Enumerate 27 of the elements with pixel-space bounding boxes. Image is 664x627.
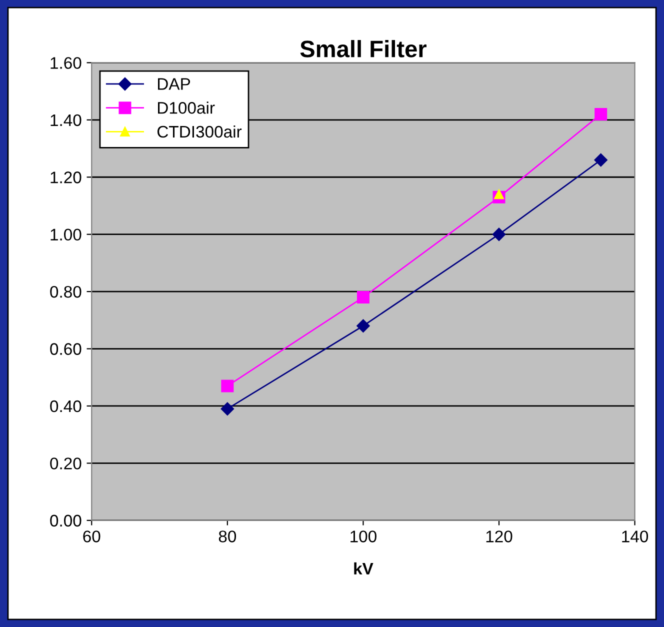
y-tick-label: 0.00 <box>50 514 82 527</box>
x-tick-label: 140 <box>622 530 648 542</box>
point <box>220 402 234 416</box>
legend-label: DAP <box>158 78 190 90</box>
point <box>494 189 504 200</box>
y-tick-label: 1.60 <box>50 57 82 69</box>
point <box>492 228 506 241</box>
chart-title: Small Filter <box>300 40 426 58</box>
x-tick-label: 120 <box>486 530 512 542</box>
legend-label: CTDI300air <box>157 125 242 138</box>
x-tick-label: 80 <box>218 530 236 542</box>
x-tick-label: 100 <box>350 530 376 542</box>
y-tick-label: 0.20 <box>50 458 82 470</box>
y-tick-label: 0.60 <box>50 343 82 355</box>
point <box>356 291 370 304</box>
y-tick-label: 1.00 <box>50 228 82 241</box>
point <box>594 108 608 120</box>
point <box>221 380 234 392</box>
x-tick-label: 60 <box>83 530 100 542</box>
y-tick-label: 0.40 <box>50 400 82 412</box>
y-tick-label: 0.80 <box>50 286 82 298</box>
point <box>594 153 608 167</box>
y-tick-label: 1.20 <box>50 172 82 184</box>
point <box>356 319 370 332</box>
x-axis-title: kV <box>354 562 374 574</box>
legend-label: D100air <box>158 102 215 114</box>
y-tick-label: 1.40 <box>50 114 82 126</box>
